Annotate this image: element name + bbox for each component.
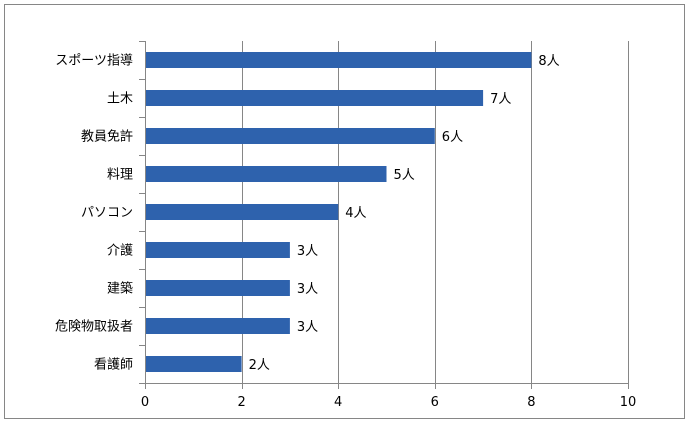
category-label: 教員免許 [81,129,133,145]
category-label: スポーツ指導 [55,54,133,69]
category-label: 危険物取扱者 [55,320,133,335]
x-tick-label: 10 [620,395,637,410]
data-label: 8人 [538,54,559,69]
axes [139,41,629,389]
bar [146,90,484,106]
category-label: 建築 [107,282,133,297]
category-label: 土木 [107,92,133,107]
data-label: 6人 [442,130,463,145]
data-label: 3人 [297,244,318,259]
x-tick-labels: 0 2 4 6 8 10 [141,395,636,410]
x-tick-label: 2 [237,395,245,410]
data-label: 3人 [297,320,318,335]
category-label: 料理 [107,168,133,183]
category-label: 看護師 [94,357,133,373]
bar [146,356,242,372]
bar [146,204,339,220]
category-label: パソコン [81,206,133,221]
data-labels: 8人 7人 6人 5人 4人 3人 3人 3人 2人 [249,54,560,373]
data-label: 2人 [249,358,270,373]
data-label: 4人 [345,206,366,221]
bars [146,52,532,372]
bar [146,166,387,182]
bar [146,128,435,144]
data-label: 7人 [490,92,511,107]
bar [146,318,290,334]
chart-frame [4,4,685,419]
category-label: 介護 [107,243,133,259]
data-label: 5人 [394,168,415,183]
bar [146,52,532,68]
x-tick-label: 0 [141,395,149,410]
x-tick-label: 6 [431,395,439,410]
x-tick-label: 4 [334,395,342,410]
bar [146,242,290,258]
data-label: 3人 [297,282,318,297]
x-tick-label: 8 [527,395,535,410]
bar [146,280,290,296]
